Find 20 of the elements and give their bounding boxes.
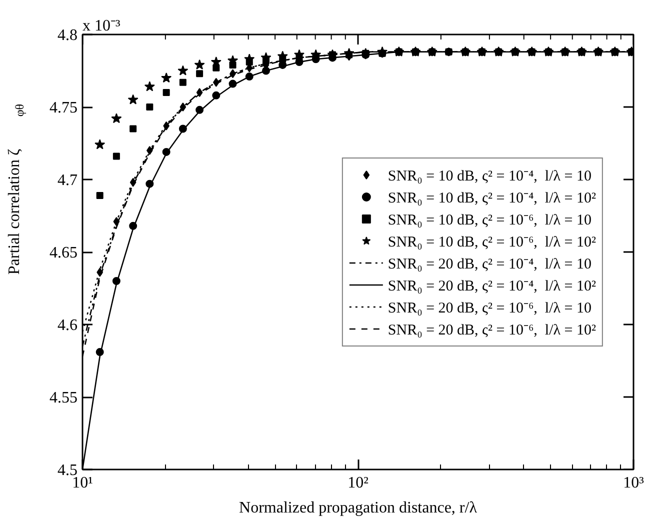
y-tick-label: 4.75	[50, 100, 78, 116]
x-axis-title: Normalized propagation distance, r/λ	[239, 500, 478, 516]
y-tick-label: 4.6	[58, 317, 78, 334]
y-tick-label: 4.8	[58, 27, 78, 44]
legend-label: SNR₀ = 10 dB, ς² = 10⁻⁶, l/λ = 10²	[388, 233, 596, 251]
legend-label: SNR₀ = 10 dB, ς² = 10⁻⁶, l/λ = 10	[388, 211, 592, 229]
legend-label: SNR₀ = 20 dB, ς² = 10⁻⁶, l/λ = 10	[388, 299, 592, 317]
legend-label: SNR₀ = 20 dB, ς² = 10⁻⁴, l/λ = 10	[388, 255, 592, 273]
text: x 10⁻³	[82, 18, 120, 34]
legend-label: SNR₀ = 10 dB, ς² = 10⁻⁴, l/λ = 10	[388, 167, 592, 185]
legend-label: SNR₀ = 10 dB, ς² = 10⁻⁴, l/λ = 10²	[388, 189, 596, 207]
legend-label: SNR₀ = 20 dB, ς² = 10⁻⁶, l/λ = 10²	[388, 321, 596, 339]
legend-label: SNR₀ = 20 dB, ς² = 10⁻⁴, l/λ = 10²	[388, 277, 596, 295]
x-tick-label: 10²	[348, 474, 369, 492]
y-tick-label: 4.7	[58, 172, 78, 189]
text: Partial correlation ζφθ	[6, 104, 26, 275]
y-tick-label: 4.65	[50, 244, 78, 262]
y-tick-label: 4.55	[50, 390, 78, 406]
x-tick-label: 10³	[623, 474, 644, 492]
x-tick-label: 10¹	[72, 474, 94, 492]
